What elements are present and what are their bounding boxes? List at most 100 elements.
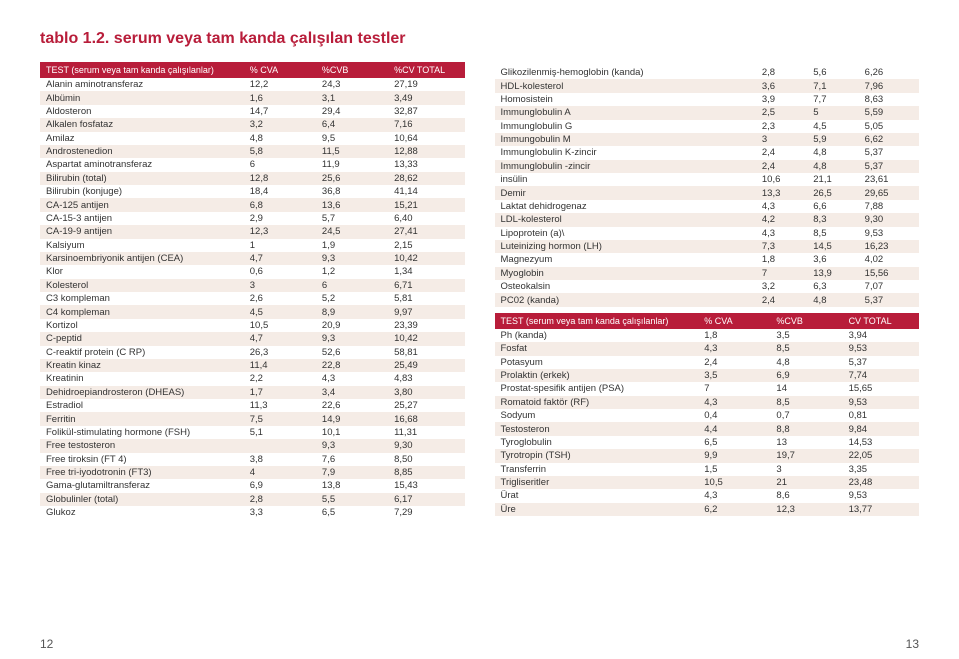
table-cell: 32,87 bbox=[388, 105, 464, 118]
table-cell: 36,8 bbox=[316, 185, 388, 198]
table-cell: 0,4 bbox=[698, 409, 770, 422]
table-row: Glikozilenmiş-hemoglobin (kanda)2,85,66,… bbox=[495, 66, 920, 79]
table-cell: 5,05 bbox=[859, 120, 919, 133]
column-header: CV TOTAL bbox=[843, 313, 919, 329]
table-cell: PC02 (kanda) bbox=[495, 293, 756, 306]
table-cell: 1,6 bbox=[244, 91, 316, 104]
table-cell: 12,88 bbox=[388, 145, 464, 158]
table-cell: 7,9 bbox=[316, 466, 388, 479]
table-row: Estradiol11,322,625,27 bbox=[40, 399, 465, 412]
table-row: Aspartat aminotransferaz611,913,33 bbox=[40, 158, 465, 171]
table-row: Magnezyum1,83,64,02 bbox=[495, 253, 920, 266]
table-cell: 3,1 bbox=[316, 91, 388, 104]
table-cell: Fosfat bbox=[495, 342, 699, 355]
table-cell: 5,6 bbox=[807, 66, 858, 79]
table-row: Aldosteron14,729,432,87 bbox=[40, 105, 465, 118]
table-cell: 8,5 bbox=[770, 396, 842, 409]
table-row: Folikül-stimulating hormone (FSH)5,110,1… bbox=[40, 426, 465, 439]
table-cell: 23,39 bbox=[388, 319, 464, 332]
serum-table-right-bottom: TEST (serum veya tam kanda çalışılanlar)… bbox=[495, 313, 920, 516]
table-cell: 15,56 bbox=[859, 267, 919, 280]
table-row: Homosistein3,97,78,63 bbox=[495, 93, 920, 106]
column-header: % CVA bbox=[244, 62, 316, 78]
table-row: Immunglobulin K-zincir2,44,85,37 bbox=[495, 146, 920, 159]
table-cell: 13,77 bbox=[843, 503, 919, 516]
table-cell: Free tiroksin (FT 4) bbox=[40, 453, 244, 466]
table-cell: Alanin aminotransferaz bbox=[40, 78, 244, 91]
table-cell: 4,8 bbox=[807, 146, 858, 159]
table-row: Bilirubin (total)12,825,628,62 bbox=[40, 172, 465, 185]
table-cell: Luteinizing hormon (LH) bbox=[495, 240, 756, 253]
table-cell: 7,96 bbox=[859, 79, 919, 92]
table-cell: 7,1 bbox=[807, 79, 858, 92]
table-cell: 12,3 bbox=[770, 503, 842, 516]
table-cell: Karsinoembriyonik antijen (CEA) bbox=[40, 252, 244, 265]
table-cell: CA-19-9 antijen bbox=[40, 225, 244, 238]
table-cell: CA-125 antijen bbox=[40, 198, 244, 211]
table-cell: 7,29 bbox=[388, 506, 464, 519]
table-cell: 3,9 bbox=[756, 93, 807, 106]
table-cell: Immunglobulin G bbox=[495, 120, 756, 133]
table-cell: 6,3 bbox=[807, 280, 858, 293]
column-header: %CVB bbox=[316, 62, 388, 78]
table-row: Tyrotropin (TSH)9,919,722,05 bbox=[495, 449, 920, 462]
table-cell: 8,8 bbox=[770, 422, 842, 435]
table-row: Trigliseritler10,52123,48 bbox=[495, 476, 920, 489]
table-cell: 10,64 bbox=[388, 132, 464, 145]
table-cell: Homosistein bbox=[495, 93, 756, 106]
table-cell: 13,33 bbox=[388, 158, 464, 171]
table-cell: C3 kompleman bbox=[40, 292, 244, 305]
table-cell: 5,2 bbox=[316, 292, 388, 305]
table-cell: 9,9 bbox=[698, 449, 770, 462]
table-cell: 6,5 bbox=[698, 436, 770, 449]
table-cell: 11,9 bbox=[316, 158, 388, 171]
table-cell: 4,2 bbox=[756, 213, 807, 226]
table-cell: 6,2 bbox=[698, 503, 770, 516]
table-cell: 6,40 bbox=[388, 212, 464, 225]
table-row: Fosfat4,38,59,53 bbox=[495, 342, 920, 355]
table-cell: CA-15-3 antijen bbox=[40, 212, 244, 225]
table-cell: Free tri-iyodotronin (FT3) bbox=[40, 466, 244, 479]
table-cell: C-reaktif protein (C RP) bbox=[40, 346, 244, 359]
table-cell: Ph (kanda) bbox=[495, 329, 699, 342]
table-cell: 1,7 bbox=[244, 386, 316, 399]
table-row: Üre6,212,313,77 bbox=[495, 503, 920, 516]
table-cell: 4,8 bbox=[244, 132, 316, 145]
table-cell: 10,5 bbox=[698, 476, 770, 489]
table-row: Alanin aminotransferaz12,224,327,19 bbox=[40, 78, 465, 91]
table-cell: Glukoz bbox=[40, 506, 244, 519]
table-cell: Kreatinin bbox=[40, 372, 244, 385]
table-row: Albümin1,63,13,49 bbox=[40, 91, 465, 104]
table-cell: 8,6 bbox=[770, 489, 842, 502]
table-row: Prolaktin (erkek)3,56,97,74 bbox=[495, 369, 920, 382]
table-cell: 12,2 bbox=[244, 78, 316, 91]
table-cell: 8,50 bbox=[388, 453, 464, 466]
table-cell: Laktat dehidrogenaz bbox=[495, 200, 756, 213]
table-row: Prostat-spesifik antijen (PSA)71415,65 bbox=[495, 382, 920, 395]
table-cell: 8,5 bbox=[770, 342, 842, 355]
table-cell: 7,74 bbox=[843, 369, 919, 382]
table-cell: Globulinler (total) bbox=[40, 493, 244, 506]
table-cell: 5,37 bbox=[859, 293, 919, 306]
table-cell: 26,5 bbox=[807, 186, 858, 199]
table-cell: 23,48 bbox=[843, 476, 919, 489]
table-cell: 4,02 bbox=[859, 253, 919, 266]
table-cell: 1,8 bbox=[698, 329, 770, 342]
table-cell: 2,8 bbox=[244, 493, 316, 506]
table-row: Immunglobulin A2,555,59 bbox=[495, 106, 920, 119]
column-header: % CVA bbox=[698, 313, 770, 329]
table-cell: 9,3 bbox=[316, 252, 388, 265]
table-cell: 9,5 bbox=[316, 132, 388, 145]
table-cell: 24,3 bbox=[316, 78, 388, 91]
table-cell: 2,4 bbox=[756, 146, 807, 159]
table-cell: 58,81 bbox=[388, 346, 464, 359]
table-cell: 28,62 bbox=[388, 172, 464, 185]
table-cell: 3,5 bbox=[698, 369, 770, 382]
table-cell: Bilirubin (total) bbox=[40, 172, 244, 185]
table-cell: 4,7 bbox=[244, 252, 316, 265]
table-row: Ürat4,38,69,53 bbox=[495, 489, 920, 502]
table-cell: 6,9 bbox=[770, 369, 842, 382]
table-cell: 6,9 bbox=[244, 479, 316, 492]
table-row: Glukoz3,36,57,29 bbox=[40, 506, 465, 519]
page-number-right: 13 bbox=[906, 637, 919, 651]
